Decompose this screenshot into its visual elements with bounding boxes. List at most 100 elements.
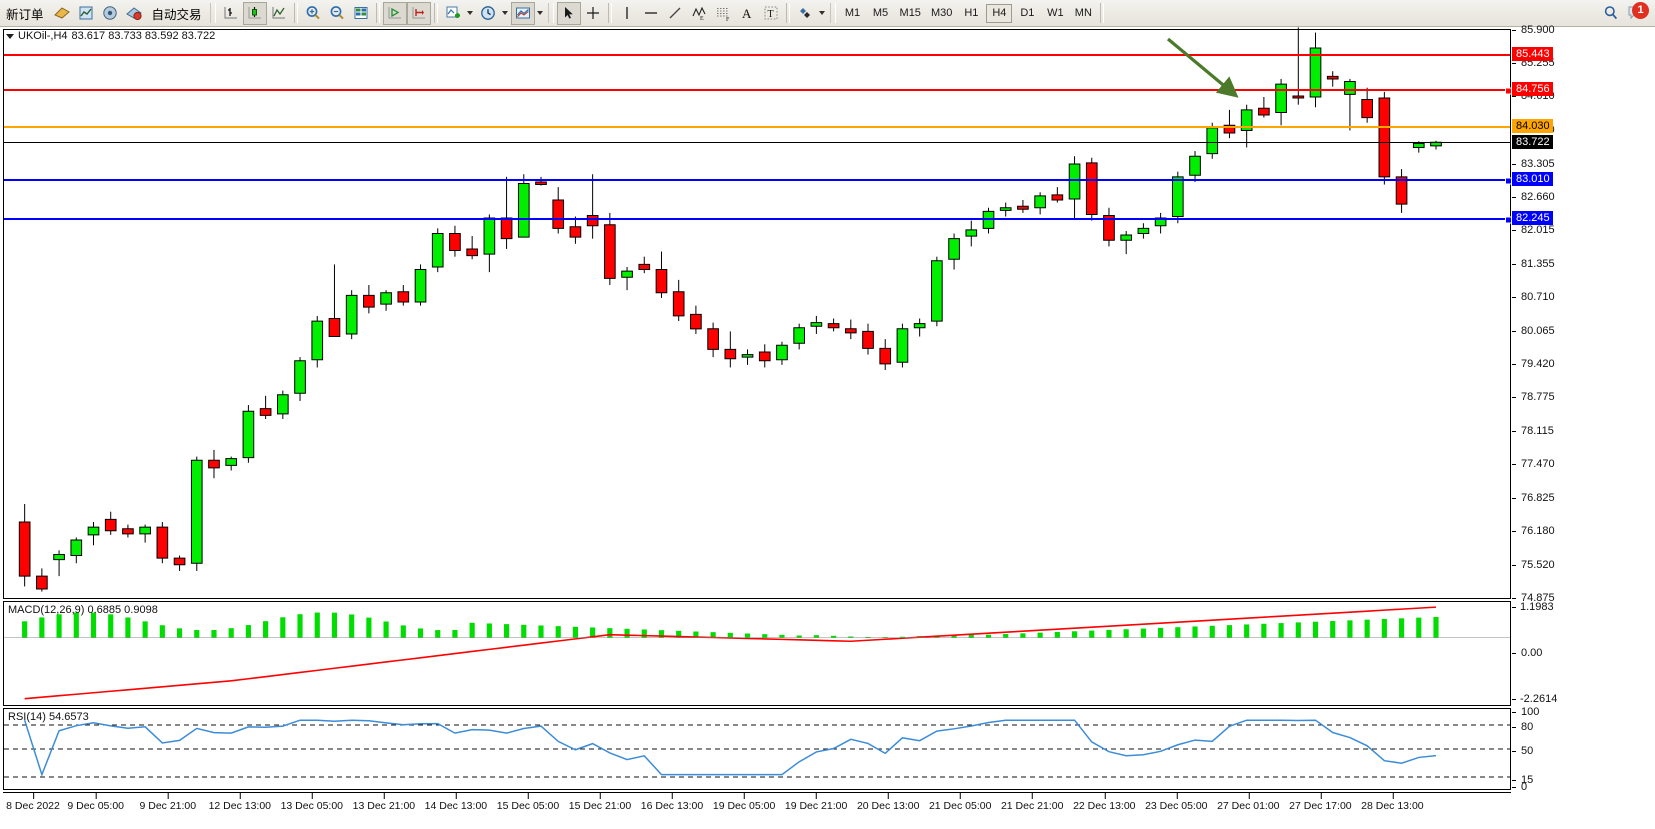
timeframe-h1[interactable]: H1: [964, 7, 979, 19]
svg-text:T: T: [767, 9, 773, 20]
charts-icon[interactable]: [50, 2, 74, 25]
line-chart-icon[interactable]: [267, 2, 291, 25]
rsi-axis-tick: 100: [1511, 706, 1539, 718]
time-tick: 12 Dec 13:00: [208, 792, 272, 812]
rsi-label: RSI(14) 54.6573: [8, 711, 89, 723]
shift-end-icon[interactable]: [406, 1, 431, 25]
time-tick: 15 Dec 05:00: [496, 792, 560, 812]
time-tick: 27 Dec 01:00: [1217, 792, 1280, 812]
time-tick: 20 Dec 13:00: [856, 792, 920, 812]
trendline-icon[interactable]: [663, 2, 687, 25]
shapes-icon[interactable]: [793, 2, 817, 25]
macd-axis-tick: 0.00: [1511, 647, 1542, 659]
level-line-82.245[interactable]: [4, 216, 1512, 224]
rsi-axis-tick: 0: [1511, 781, 1527, 793]
price-pane[interactable]: [3, 29, 1512, 599]
timeframe-w1[interactable]: W1: [1047, 7, 1064, 19]
templates-icon[interactable]: [510, 1, 535, 25]
level-handle[interactable]: [1505, 87, 1512, 95]
period-dropdown[interactable]: [500, 2, 511, 25]
time-tick: 19 Dec 21:00: [784, 792, 848, 812]
price-tick: 80.710: [1511, 291, 1555, 303]
svg-text:F: F: [726, 17, 730, 22]
price-tick: 76.180: [1511, 525, 1555, 537]
bar-chart-icon[interactable]: [219, 2, 243, 25]
chevron-down-icon: [502, 11, 509, 15]
time-tick: 9 Dec 05:00: [67, 792, 124, 812]
timeframe-m1[interactable]: M1: [844, 7, 861, 19]
time-tick: 13 Dec 05:00: [280, 792, 344, 812]
zoom-in-icon[interactable]: [301, 2, 325, 25]
svg-text:A: A: [742, 6, 752, 21]
timeframe-h4[interactable]: H4: [986, 3, 1013, 23]
chart-menu-caret-icon[interactable]: [6, 33, 14, 39]
shapes-dropdown[interactable]: [817, 2, 828, 25]
toolbar-separator-4: [607, 3, 612, 23]
elliott-wave-icon[interactable]: E: [687, 2, 711, 25]
autotrading-button[interactable]: 自动交易: [147, 2, 207, 25]
price-box-pivot-line[interactable]: 84.030: [1512, 119, 1553, 134]
level-line-83.722[interactable]: [4, 142, 1510, 144]
timeframe-m15[interactable]: M15: [899, 7, 921, 19]
symbol-name: UKOil-,H4: [18, 30, 68, 42]
time-tick: 15 Dec 21:00: [568, 792, 632, 812]
rsi-axis-tick: 80: [1511, 721, 1533, 733]
signals-icon[interactable]: [98, 2, 122, 25]
price-tick: 82.660: [1511, 191, 1555, 203]
add-indicator-icon[interactable]: [441, 2, 465, 25]
data-window-icon[interactable]: [349, 2, 373, 25]
price-tick: 85.900: [1511, 24, 1555, 36]
add-indicator-dropdown[interactable]: [465, 2, 476, 25]
zoom-out-icon[interactable]: [325, 2, 349, 25]
time-tick: 27 Dec 17:00: [1289, 792, 1352, 812]
toolbar-grip-3[interactable]: [829, 3, 836, 23]
chart-area[interactable]: UKOil-,H4 83.617 83.733 83.592 83.722 MA…: [0, 24, 1655, 829]
time-axis[interactable]: 8 Dec 2022 9 Dec 05:00 9 Dec 21:00 12 Dec 1…: [3, 792, 1511, 828]
price-tick: 77.470: [1511, 458, 1555, 470]
toolbar-separator-2: [375, 3, 380, 23]
timeframe-d1[interactable]: D1: [1020, 7, 1035, 19]
svg-text:E: E: [700, 16, 704, 22]
rsi-pane[interactable]: RSI(14) 54.6573: [3, 708, 1511, 790]
level-line-84.756[interactable]: [4, 87, 1512, 95]
macd-label: MACD(12,26,9) 0.6885 0.9098: [8, 604, 158, 616]
toolbar-separator-1: [293, 3, 298, 23]
autotrading-icon[interactable]: [122, 2, 146, 25]
price-box-resistance-line[interactable]: 85.443: [1512, 46, 1553, 61]
price-box-support-line[interactable]: 83.010: [1512, 171, 1553, 186]
cursor-icon[interactable]: [556, 1, 581, 25]
macd-pane[interactable]: MACD(12,26,9) 0.6885 0.9098: [3, 601, 1511, 706]
level-line-84.030[interactable]: [4, 126, 1510, 129]
price-box-resistance-line[interactable]: 84.756: [1512, 81, 1553, 96]
chevron-down-icon: [819, 11, 826, 15]
price-box-current-price[interactable]: 83.722: [1512, 135, 1553, 150]
shift-start-icon[interactable]: [382, 1, 407, 25]
price-axis[interactable]: 85.90085.25584.61083.95083.30582.66082.0…: [1511, 24, 1655, 793]
horizontal-line-icon[interactable]: [639, 2, 663, 25]
time-tick: 13 Dec 21:00: [352, 792, 416, 812]
level-line-83.010[interactable]: [4, 177, 1512, 185]
timeframe-m30[interactable]: M30: [930, 7, 953, 19]
level-handle[interactable]: [1505, 177, 1512, 185]
candlestick-chart-icon[interactable]: [242, 1, 267, 25]
templates-dropdown[interactable]: [535, 2, 546, 25]
market-watch-icon[interactable]: [74, 2, 98, 25]
text-icon[interactable]: A: [735, 2, 759, 25]
fibonacci-icon[interactable]: F: [711, 2, 735, 25]
notification-badge: 1: [1632, 1, 1649, 19]
level-line-85.443[interactable]: [4, 53, 1510, 56]
toolbar-grip-2[interactable]: [547, 3, 554, 23]
price-box-support-line[interactable]: 82.245: [1512, 211, 1553, 226]
period-clock-icon[interactable]: [476, 2, 500, 25]
time-tick: 9 Dec 21:00: [139, 792, 197, 812]
level-handle[interactable]: [1505, 216, 1512, 224]
toolbar-grip-1[interactable]: [209, 3, 216, 23]
search-icon[interactable]: [1599, 2, 1623, 25]
vertical-line-icon[interactable]: [615, 2, 639, 25]
new-order-button[interactable]: 新订单: [1, 2, 49, 25]
timeframe-m5[interactable]: M5: [872, 7, 889, 19]
timeframe-mn[interactable]: MN: [1074, 7, 1092, 19]
crosshair-icon[interactable]: [581, 2, 605, 25]
text-label-icon[interactable]: T: [759, 2, 783, 25]
alerts-icon[interactable]: 1: [1623, 1, 1649, 25]
